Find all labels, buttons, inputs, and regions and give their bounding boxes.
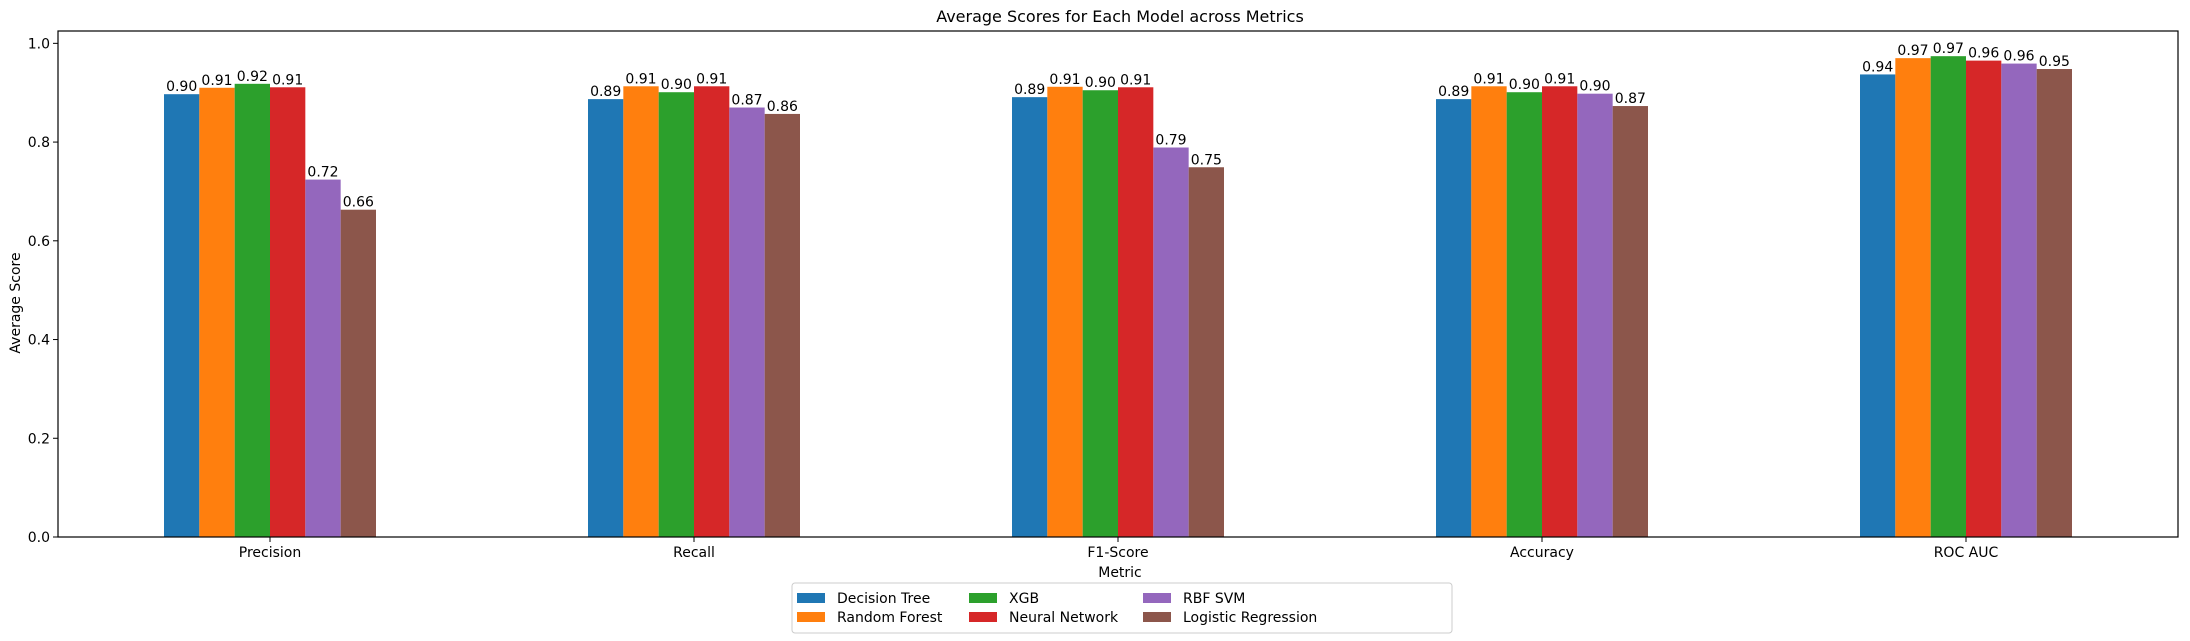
legend: Decision Tree Random Forest XGB Neural Netw… bbox=[791, 582, 1453, 634]
bar-value-label: 0.90 bbox=[1579, 79, 1610, 95]
legend-swatch bbox=[969, 612, 997, 622]
y-tick-label: 0.8 bbox=[28, 135, 50, 151]
bar bbox=[1860, 74, 1896, 537]
legend-swatch bbox=[1143, 593, 1171, 603]
bar bbox=[1930, 56, 1966, 538]
bar-value-label: 0.75 bbox=[1191, 152, 1222, 168]
bar bbox=[1612, 106, 1648, 537]
data-labels-group: 0.90 0.91 0.92 0.910.720.660.890.91 0.90 0.91… bbox=[166, 41, 2070, 211]
x-tick-label: F1-Score bbox=[1087, 545, 1148, 561]
bar bbox=[1436, 99, 1472, 538]
bar bbox=[588, 99, 624, 538]
bar bbox=[694, 86, 730, 537]
bar bbox=[1047, 86, 1083, 537]
legend-frame bbox=[791, 582, 1453, 634]
bar-value-label: 0.90 bbox=[1085, 75, 1116, 91]
legend-label: Decision Tree bbox=[837, 591, 930, 607]
bar-value-label: 0.91 bbox=[1049, 72, 1080, 88]
bar bbox=[1577, 93, 1613, 537]
bar-value-label: 0.86 bbox=[767, 99, 798, 115]
bar-value-label: 0.95 bbox=[2039, 54, 2070, 70]
bar-value-label: 0.91 bbox=[1120, 72, 1151, 88]
x-tick-label: ROC AUC bbox=[1934, 545, 1999, 561]
bar-value-label: 0.97 bbox=[1897, 43, 1928, 59]
y-axis: 0.0 0.2 0.4 0.6 0.8 1.0 bbox=[28, 36, 58, 546]
y-tick-label: 0.4 bbox=[28, 333, 50, 349]
x-axis: Precision Recall F1-Score Accuracy ROC AUC bbox=[239, 537, 1999, 561]
legend-label: RBF SVM bbox=[1183, 591, 1245, 607]
bar bbox=[623, 86, 659, 537]
bar-value-label: 0.94 bbox=[1862, 59, 1893, 75]
x-tick-label: Accuracy bbox=[1510, 545, 1574, 561]
y-tick-label: 0.2 bbox=[28, 431, 50, 447]
y-tick-label: 0.6 bbox=[28, 234, 50, 250]
legend-label: Neural Network bbox=[1009, 610, 1119, 626]
bar bbox=[164, 94, 200, 537]
legend-label: Logistic Regression bbox=[1183, 610, 1317, 626]
bar bbox=[2036, 69, 2072, 537]
bar bbox=[658, 92, 694, 538]
bar-value-label: 0.91 bbox=[201, 73, 232, 89]
bar bbox=[1542, 86, 1578, 537]
bar bbox=[1188, 167, 1224, 537]
x-axis-label: Metric bbox=[1098, 565, 1142, 581]
y-tick-label: 0.0 bbox=[28, 530, 50, 546]
bar-value-label: 0.66 bbox=[343, 195, 374, 211]
bar-value-label: 0.90 bbox=[661, 77, 692, 93]
bar-value-label: 0.96 bbox=[1968, 46, 1999, 62]
legend-label: Random Forest bbox=[837, 610, 943, 626]
x-tick-label: Precision bbox=[239, 545, 301, 561]
bar bbox=[1966, 60, 2002, 538]
bar-value-label: 0.90 bbox=[1509, 77, 1540, 93]
bar-value-label: 0.91 bbox=[625, 71, 656, 87]
bar bbox=[199, 87, 235, 538]
chart-title: Average Scores for Each Model across Met… bbox=[936, 7, 1304, 26]
bar bbox=[764, 113, 800, 538]
bar bbox=[1471, 86, 1507, 537]
y-axis-label: Average Score bbox=[8, 252, 24, 353]
bar-value-label: 0.89 bbox=[1014, 82, 1045, 98]
y-tick-label: 1.0 bbox=[28, 36, 50, 52]
x-tick-label: Recall bbox=[673, 545, 715, 561]
bar bbox=[1118, 87, 1154, 537]
bar bbox=[1012, 97, 1048, 538]
bar-value-label: 0.91 bbox=[272, 72, 303, 88]
legend-swatch bbox=[797, 612, 825, 622]
bar-value-label: 0.91 bbox=[1544, 71, 1575, 87]
bar-value-label: 0.87 bbox=[1615, 91, 1646, 107]
bar bbox=[2001, 63, 2037, 537]
bar bbox=[729, 107, 765, 538]
legend-swatch bbox=[1143, 612, 1171, 622]
bar bbox=[1153, 147, 1189, 537]
legend-swatch bbox=[969, 593, 997, 603]
bar bbox=[234, 83, 270, 537]
bar bbox=[1895, 58, 1931, 538]
bar bbox=[1506, 92, 1542, 538]
bar-value-label: 0.79 bbox=[1155, 133, 1186, 149]
bar bbox=[340, 209, 376, 537]
bar bbox=[270, 87, 306, 537]
bar-value-label: 0.91 bbox=[696, 71, 727, 87]
bar-value-label: 0.91 bbox=[1473, 71, 1504, 87]
bar-value-label: 0.96 bbox=[2003, 49, 2034, 65]
bar-value-label: 0.90 bbox=[166, 79, 197, 95]
bars-group bbox=[164, 56, 2072, 538]
bar-value-label: 0.97 bbox=[1933, 41, 1964, 57]
bar-value-label: 0.89 bbox=[590, 84, 621, 100]
legend-label: XGB bbox=[1009, 591, 1039, 607]
plot-frame bbox=[57, 30, 2179, 538]
bar-value-label: 0.72 bbox=[307, 165, 338, 181]
legend-swatch bbox=[797, 593, 825, 603]
bar-value-label: 0.87 bbox=[731, 93, 762, 109]
bar-value-label: 0.92 bbox=[237, 69, 268, 85]
bar-value-label: 0.89 bbox=[1438, 84, 1469, 100]
bar bbox=[1082, 90, 1118, 538]
bar bbox=[305, 179, 341, 537]
